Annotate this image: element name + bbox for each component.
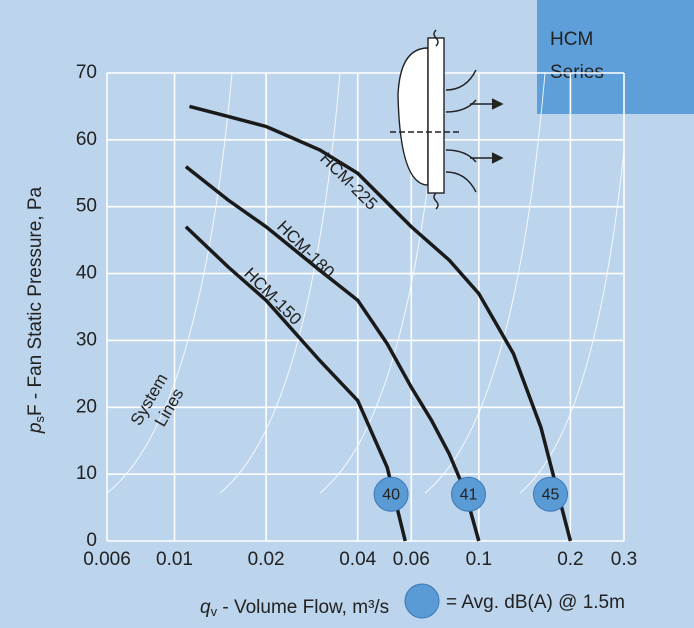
x-tick-label: 0.006 bbox=[83, 549, 131, 570]
noise-marker bbox=[451, 476, 487, 512]
x-axis-label: qv - Volume Flow, m³/s bbox=[200, 597, 389, 619]
x-tick-label: 0.01 bbox=[156, 549, 193, 570]
x-label-text: - Volume Flow, m³/s bbox=[217, 597, 389, 618]
x-tick-label: 0.02 bbox=[248, 549, 285, 570]
y-tick-label: 50 bbox=[76, 196, 97, 217]
system-line bbox=[519, 149, 625, 494]
legend-label: = Avg. dB(A) @ 1.5m bbox=[446, 592, 625, 613]
noise-marker bbox=[373, 476, 409, 512]
y-axis-label: psF - Fan Static Pressure, Pa bbox=[25, 186, 47, 434]
y-label-subscript: s bbox=[32, 416, 47, 423]
noise-label: 41 bbox=[460, 486, 478, 503]
noise-marker bbox=[532, 476, 568, 512]
y-tick-label: 40 bbox=[76, 263, 97, 284]
x-tick-label: 0.2 bbox=[557, 549, 583, 570]
badge-text: HCM bbox=[550, 29, 593, 50]
y-label-text: F - Fan Static Pressure, Pa bbox=[25, 186, 46, 416]
y-tick-label: 20 bbox=[76, 396, 97, 417]
x-tick-label: 0.04 bbox=[339, 549, 376, 570]
x-label-symbol: q bbox=[200, 597, 211, 618]
fan-curve bbox=[184, 225, 407, 542]
y-tick-label: 0 bbox=[86, 530, 97, 551]
y-label-symbol: p bbox=[25, 423, 46, 435]
y-tick-label: 30 bbox=[76, 329, 97, 350]
x-label-subscript: v bbox=[211, 604, 218, 619]
x-tick-label: 0.1 bbox=[466, 549, 492, 570]
noise-label: 40 bbox=[382, 486, 400, 503]
badge-box bbox=[537, 0, 694, 114]
y-tick-label: 60 bbox=[76, 129, 97, 150]
system-line bbox=[219, 72, 341, 494]
noise-label: 45 bbox=[542, 486, 560, 503]
y-tick-label: 70 bbox=[76, 62, 97, 83]
fan-curve bbox=[189, 104, 573, 542]
x-tick-label: 0.06 bbox=[393, 549, 430, 570]
system-line bbox=[106, 72, 233, 494]
fan-curve bbox=[184, 165, 481, 542]
legend-marker bbox=[404, 583, 440, 619]
system-line bbox=[424, 72, 546, 494]
y-tick-label: 10 bbox=[76, 463, 97, 484]
x-tick-label: 0.3 bbox=[611, 549, 637, 570]
fan-icon bbox=[390, 29, 504, 210]
